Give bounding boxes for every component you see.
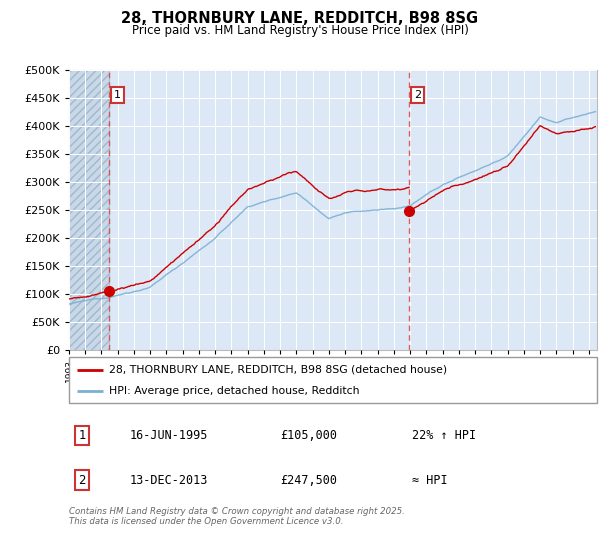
Text: 13-DEC-2013: 13-DEC-2013: [130, 474, 208, 487]
Text: £105,000: £105,000: [280, 429, 337, 442]
Text: 1: 1: [114, 90, 121, 100]
Text: 28, THORNBURY LANE, REDDITCH, B98 8SG (detached house): 28, THORNBURY LANE, REDDITCH, B98 8SG (d…: [109, 365, 447, 375]
Text: HPI: Average price, detached house, Redditch: HPI: Average price, detached house, Redd…: [109, 386, 359, 396]
Text: 1: 1: [79, 429, 86, 442]
Text: 2: 2: [414, 90, 421, 100]
Text: Price paid vs. HM Land Registry's House Price Index (HPI): Price paid vs. HM Land Registry's House …: [131, 24, 469, 36]
Text: £247,500: £247,500: [280, 474, 337, 487]
Text: 28, THORNBURY LANE, REDDITCH, B98 8SG: 28, THORNBURY LANE, REDDITCH, B98 8SG: [121, 11, 479, 26]
Text: 16-JUN-1995: 16-JUN-1995: [130, 429, 208, 442]
Text: 2: 2: [79, 474, 86, 487]
Text: 22% ↑ HPI: 22% ↑ HPI: [412, 429, 476, 442]
Text: Contains HM Land Registry data © Crown copyright and database right 2025.
This d: Contains HM Land Registry data © Crown c…: [69, 507, 405, 526]
Text: ≈ HPI: ≈ HPI: [412, 474, 448, 487]
